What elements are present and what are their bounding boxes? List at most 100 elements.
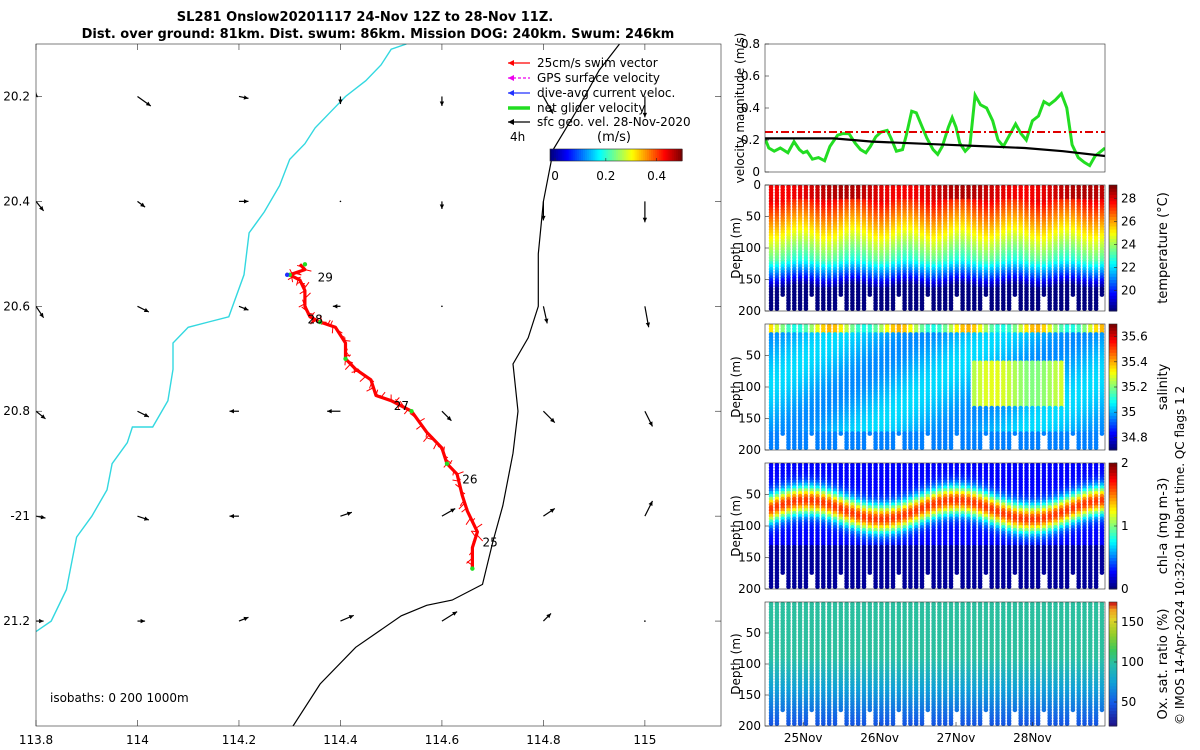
colorbar-swatch <box>550 149 553 161</box>
swim-vector <box>302 286 306 294</box>
profile-sample <box>913 306 919 311</box>
swim-vector <box>413 414 418 418</box>
depth-tick-label: 200 <box>738 304 761 318</box>
colorbar-swatch <box>599 149 603 161</box>
profile-sample <box>1006 445 1012 450</box>
swim-vector <box>425 432 428 438</box>
profile-sample <box>1088 306 1093 311</box>
map-y-tick-label: 20.6 <box>3 299 30 313</box>
colorbar-swatch <box>679 149 683 161</box>
colorbar-swatch <box>587 149 590 161</box>
profile-sample <box>1064 306 1070 311</box>
swim-vector <box>371 384 374 389</box>
profile-colorbar-swatch <box>1109 263 1117 268</box>
profile-sample <box>792 306 797 311</box>
profile-sample <box>937 306 942 311</box>
colorbar-swatch <box>580 149 584 161</box>
depth-tick-label: 50 <box>746 210 761 224</box>
colorbar-swatch <box>566 149 570 161</box>
profile-sample <box>809 431 814 436</box>
velocity-y-tick-label: 0.6 <box>741 69 760 83</box>
profile-sample <box>937 445 942 450</box>
map-frame <box>35 43 722 727</box>
geo-vector <box>137 200 146 208</box>
swim-vector <box>353 367 356 374</box>
profile-sample <box>1093 306 1099 311</box>
geo-vector <box>441 410 452 422</box>
net-velocity-marker <box>317 319 323 325</box>
geo-vector <box>340 614 354 622</box>
profile-sample <box>850 306 855 311</box>
geo-vector <box>36 92 39 98</box>
colorbar-swatch <box>663 149 667 161</box>
geo-vector-head <box>549 508 555 513</box>
profile-sample <box>1006 306 1012 311</box>
colorbar-frame <box>549 148 683 162</box>
swim-vector <box>301 265 307 270</box>
profile-colorbar-swatch <box>1109 295 1117 299</box>
colorbar-swatch <box>576 149 580 161</box>
colorbar-tick-label: 0.4 <box>647 169 666 183</box>
colorbar-swatch <box>673 149 677 161</box>
profile-sample <box>768 306 774 311</box>
profile-colorbar-swatch <box>1109 229 1117 233</box>
profile-colorbar-swatch <box>1109 260 1117 265</box>
swim-vector <box>375 389 379 396</box>
geo-vector-head <box>39 206 44 211</box>
profile-colorbar-swatch <box>1109 219 1117 224</box>
geo-vector-head <box>36 92 39 98</box>
velocity-ylabel: velocity magnitude (m/s) <box>733 33 747 184</box>
swim-vector <box>457 477 461 481</box>
map-y-tick-label: 21.2 <box>3 614 30 628</box>
profile-sample <box>850 445 855 450</box>
geo-vector-head <box>332 304 338 309</box>
geo-vector <box>441 508 456 517</box>
swim-vector <box>310 318 314 325</box>
profile-sample <box>1041 292 1047 297</box>
profile-colorbar-swatch <box>1109 257 1117 262</box>
profile-sample <box>826 306 832 311</box>
profile-colorbar-swatch <box>1109 241 1117 246</box>
depth-axis-label: Depth (m) <box>729 217 743 278</box>
profile-colorbar-swatch <box>1109 301 1117 306</box>
profile-colorbar-swatch <box>1109 279 1117 284</box>
profile-colorbar-swatch <box>1109 276 1117 280</box>
geo-vector-dot <box>644 620 646 622</box>
profile-sample <box>867 292 873 297</box>
velocity-y-tick-label: 0.8 <box>741 37 760 51</box>
colorbar-swatch <box>675 149 679 161</box>
swim-vector <box>418 417 425 423</box>
profile-sample <box>774 306 780 311</box>
swim-vector <box>380 391 386 398</box>
swim-vector <box>399 400 406 409</box>
profile-colorbar-label: temperature (°C) <box>1156 192 1171 304</box>
swim-vector <box>301 306 308 312</box>
swim-vector <box>303 300 306 303</box>
swim-vector <box>476 534 484 542</box>
profile-sample <box>826 445 832 450</box>
profile-sample <box>913 445 919 450</box>
profile-sample <box>890 445 896 450</box>
legend-swim-text: 25cm/s swim vector <box>537 56 658 70</box>
colorbar-swatch <box>644 149 648 161</box>
profile-sample <box>809 292 814 297</box>
profile-colorbar-tick-label: 26 <box>1121 215 1136 229</box>
profile-sample <box>925 431 931 436</box>
swim-vector <box>303 281 310 290</box>
profile-colorbar-swatch <box>1109 298 1117 303</box>
colorbar-swatch <box>626 149 629 161</box>
profile-dots <box>768 324 1105 450</box>
geo-vector <box>327 409 341 414</box>
geo-vector-head <box>548 108 553 114</box>
geo-vector <box>542 410 556 424</box>
profile-sample <box>1024 306 1029 311</box>
geo-vector <box>238 616 249 622</box>
profile-sample <box>1099 292 1105 297</box>
geo-vector <box>542 306 549 324</box>
profile-colorbar-tick-label: 20 <box>1121 283 1136 297</box>
profile-sample <box>977 306 983 311</box>
profile-sample <box>774 445 780 450</box>
swim-vector <box>475 523 483 529</box>
